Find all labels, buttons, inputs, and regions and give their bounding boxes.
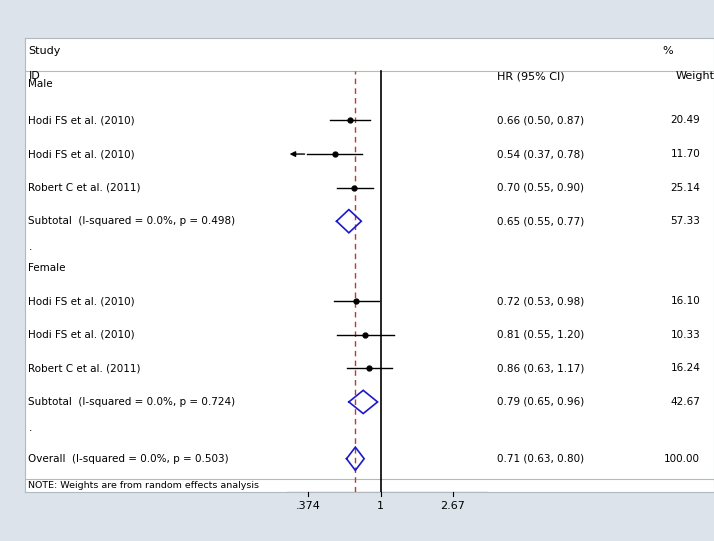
Text: 0.54 (0.37, 0.78): 0.54 (0.37, 0.78): [497, 149, 584, 159]
Text: Female: Female: [29, 263, 66, 273]
Text: 2.67: 2.67: [441, 502, 466, 511]
Text: 0.70 (0.55, 0.90): 0.70 (0.55, 0.90): [497, 183, 584, 193]
Text: 16.24: 16.24: [670, 364, 700, 373]
Text: 0.72 (0.53, 0.98): 0.72 (0.53, 0.98): [497, 296, 584, 306]
Text: .374: .374: [296, 502, 321, 511]
Text: 0.65 (0.55, 0.77): 0.65 (0.55, 0.77): [497, 216, 584, 226]
Text: Robert C et al. (2011): Robert C et al. (2011): [29, 364, 141, 373]
Text: 25.14: 25.14: [670, 183, 700, 193]
Text: 57.33: 57.33: [670, 216, 700, 226]
Text: %: %: [663, 45, 673, 56]
Text: 20.49: 20.49: [670, 115, 700, 126]
Text: Subtotal  (I-squared = 0.0%, p = 0.498): Subtotal (I-squared = 0.0%, p = 0.498): [29, 216, 236, 226]
Text: Hodi FS et al. (2010): Hodi FS et al. (2010): [29, 115, 135, 126]
Text: 16.10: 16.10: [670, 296, 700, 306]
Text: 11.70: 11.70: [670, 149, 700, 159]
Text: Male: Male: [29, 80, 53, 89]
Text: NOTE: Weights are from random effects analysis: NOTE: Weights are from random effects an…: [29, 481, 259, 490]
Text: .: .: [29, 423, 32, 433]
Text: .: .: [29, 242, 32, 252]
Text: Subtotal  (I-squared = 0.0%, p = 0.724): Subtotal (I-squared = 0.0%, p = 0.724): [29, 397, 236, 407]
Text: 0.66 (0.50, 0.87): 0.66 (0.50, 0.87): [497, 115, 584, 126]
Text: 0.71 (0.63, 0.80): 0.71 (0.63, 0.80): [497, 454, 584, 464]
Text: 0.81 (0.55, 1.20): 0.81 (0.55, 1.20): [497, 330, 584, 340]
Text: Overall  (I-squared = 0.0%, p = 0.503): Overall (I-squared = 0.0%, p = 0.503): [29, 454, 229, 464]
Text: Hodi FS et al. (2010): Hodi FS et al. (2010): [29, 296, 135, 306]
Text: 100.00: 100.00: [664, 454, 700, 464]
Text: ID: ID: [29, 71, 40, 82]
Text: 10.33: 10.33: [670, 330, 700, 340]
Text: Weight: Weight: [676, 71, 714, 82]
Text: Hodi FS et al. (2010): Hodi FS et al. (2010): [29, 330, 135, 340]
Text: Hodi FS et al. (2010): Hodi FS et al. (2010): [29, 149, 135, 159]
Text: 1: 1: [377, 502, 384, 511]
Text: 42.67: 42.67: [670, 397, 700, 407]
Text: 0.86 (0.63, 1.17): 0.86 (0.63, 1.17): [497, 364, 584, 373]
Text: 0.79 (0.65, 0.96): 0.79 (0.65, 0.96): [497, 397, 584, 407]
Text: Study: Study: [29, 45, 61, 56]
Text: HR (95% CI): HR (95% CI): [497, 71, 565, 82]
Text: Robert C et al. (2011): Robert C et al. (2011): [29, 183, 141, 193]
